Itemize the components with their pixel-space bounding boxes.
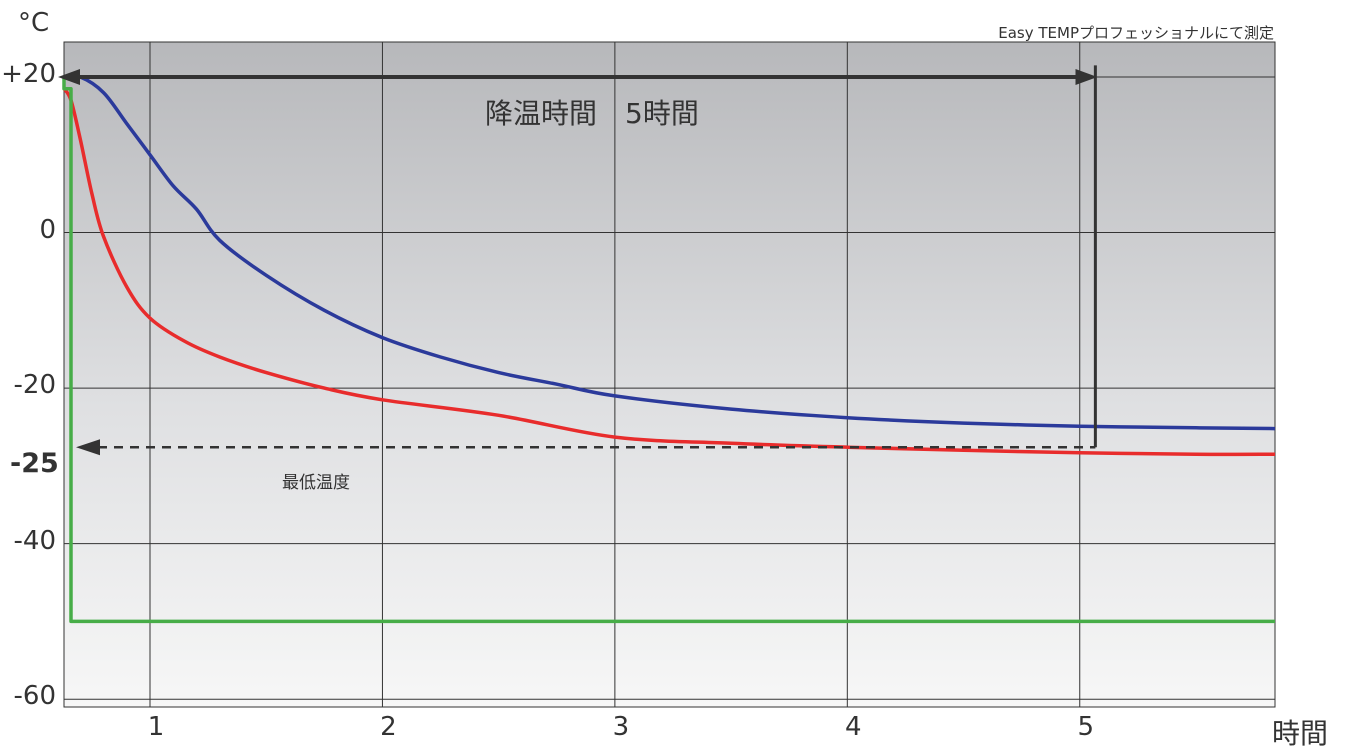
y-tick-label: 0: [39, 214, 56, 245]
annotations-group: [58, 65, 1098, 456]
series-line-2: [62, 87, 1276, 457]
y-tick-label: +20: [1, 59, 56, 89]
x-tick-label: 5: [1077, 712, 1095, 742]
plot-frame: [63, 41, 1276, 708]
y-tick-label: -60: [13, 681, 56, 712]
plot-background: [64, 42, 1275, 707]
measurement-note: Easy TEMPプロフェッショナルにて測定: [998, 24, 1274, 42]
series-line-1: [63, 74, 1276, 431]
min-temp-arrowhead: [76, 439, 100, 456]
y-tick-label: -40: [13, 525, 56, 556]
x-tick-label: 4: [845, 712, 862, 742]
x-tick-label: 1: [147, 712, 165, 742]
duration-label: 降温時間 5時間: [485, 97, 699, 130]
grid-lines: [63, 41, 1276, 708]
x-tick-label: 3: [612, 712, 630, 742]
min-temp-value-label: -25: [10, 448, 59, 479]
x-tick-label: 2: [380, 712, 397, 742]
y-unit-label: °C: [18, 8, 50, 38]
y-tick-label: -20: [13, 370, 56, 401]
min-temp-label: 最低温度: [282, 473, 350, 493]
x-axis-label: 時間: [1272, 717, 1329, 750]
